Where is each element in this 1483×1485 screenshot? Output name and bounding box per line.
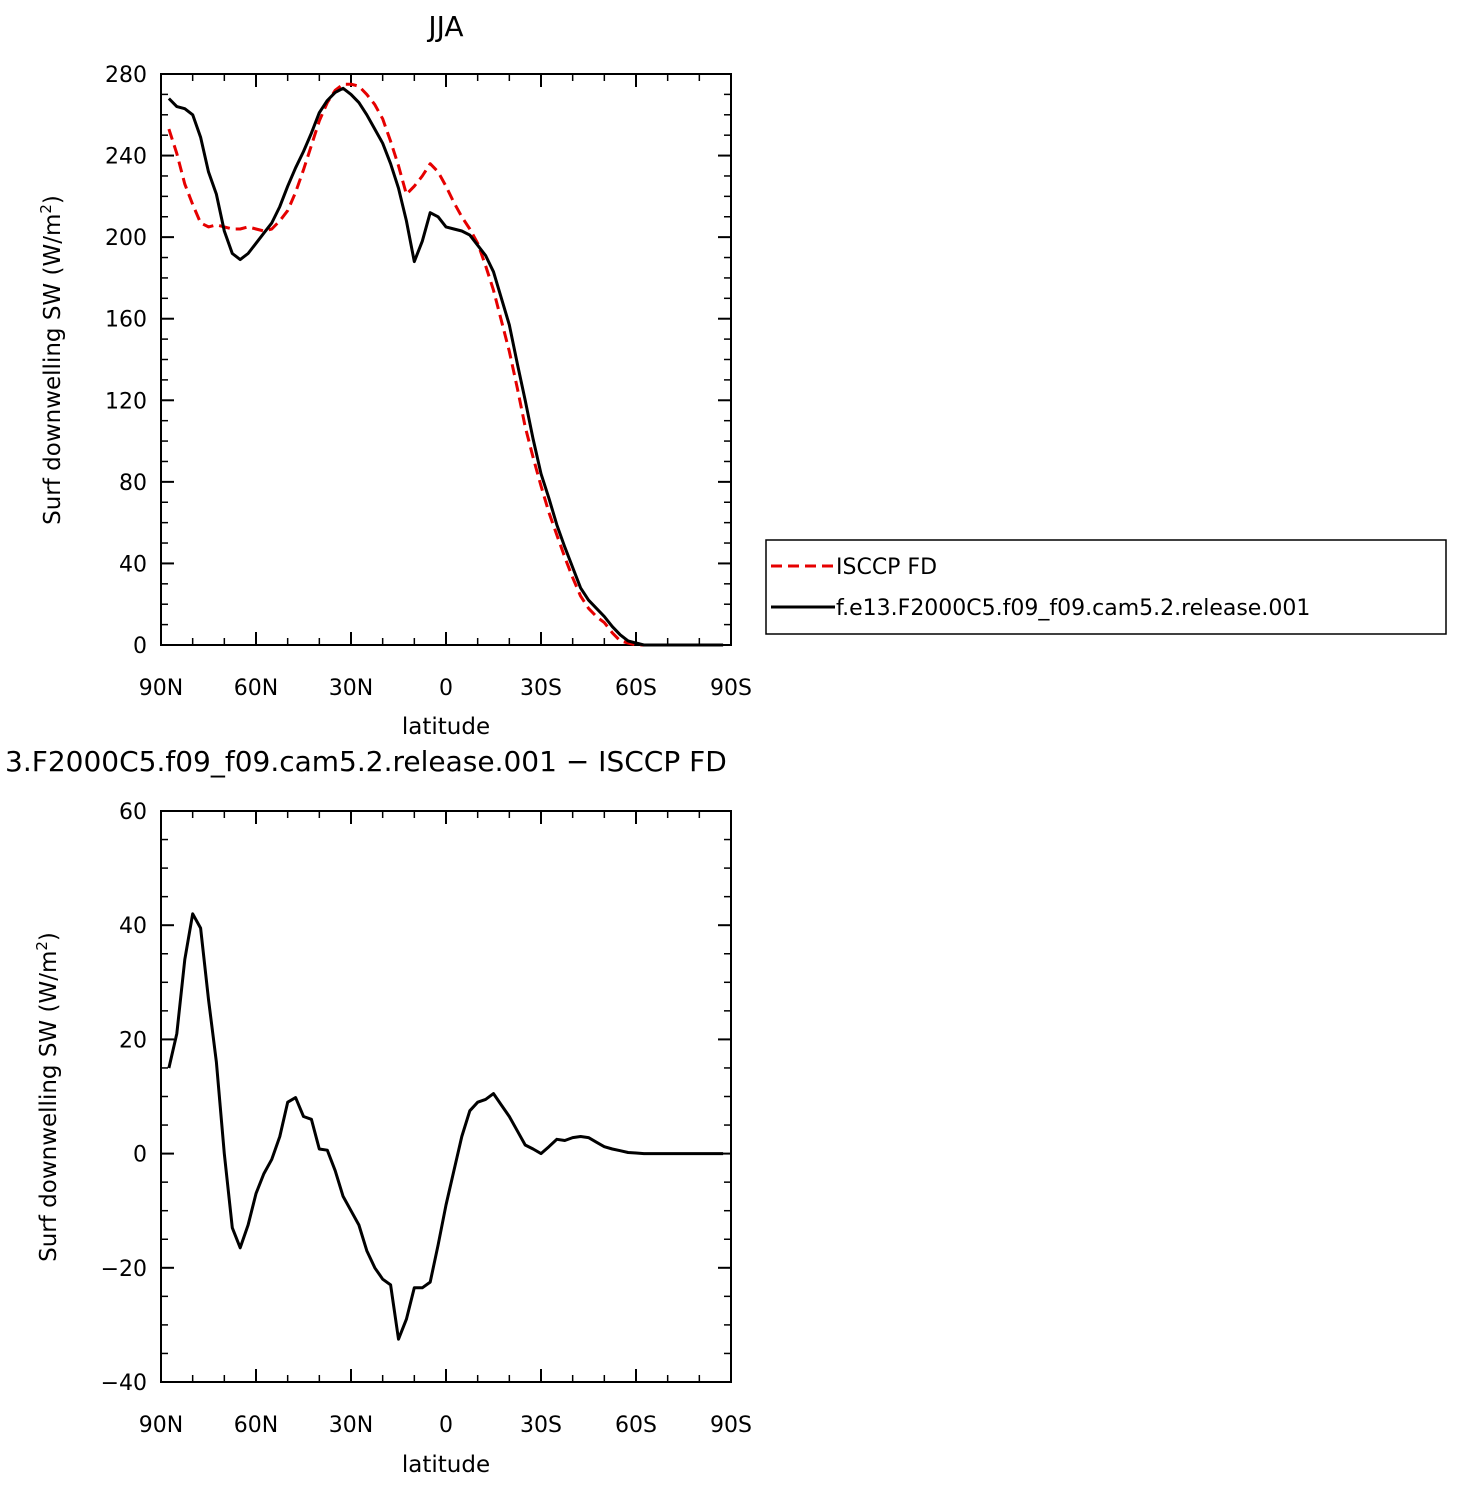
- top-x-tick-label: 0: [439, 676, 453, 701]
- top-x-tick-label: 60N: [234, 676, 278, 701]
- bottom-y-tick-label: 40: [119, 914, 147, 939]
- top-x-tick-label: 30N: [329, 676, 373, 701]
- bottom-x-axis-title: latitude: [402, 1452, 490, 1478]
- bottom-y-axis-title-main: Surf downwelling SW (W/m: [36, 951, 62, 1262]
- bottom-x-tick-label: 60N: [234, 1413, 278, 1438]
- bottom-y-axis-title: Surf downwelling SW (W/m2): [33, 932, 62, 1262]
- top-x-tick-label: 60S: [615, 676, 657, 701]
- top-chart-title: JJA: [426, 10, 463, 43]
- top-x-tick-label: 30S: [520, 676, 562, 701]
- top-plot-frame: [160, 73, 732, 646]
- bottom-y-tick-label: −40: [101, 1371, 147, 1396]
- top-axis-ticks: [160, 73, 732, 646]
- bottom-y-tick-labels: −40 −20 0 20 40 60: [101, 800, 147, 1396]
- top-series-line-0: [167, 82, 724, 647]
- top-y-tick-labels: 0 40 80 120 160 200 240 280: [105, 63, 147, 659]
- bottom-x-tick-label: 60S: [615, 1413, 657, 1438]
- top-y-axis-title-close: ): [40, 195, 66, 204]
- bottom-y-tick-label: 20: [119, 1028, 147, 1053]
- bottom-x-tick-label: 30N: [329, 1413, 373, 1438]
- top-x-tick-label: 90S: [710, 676, 752, 701]
- top-series-line-1: [167, 86, 724, 647]
- top-y-tick-label: 40: [119, 552, 147, 577]
- bottom-series-line-0: [167, 912, 724, 1341]
- bottom-chart-title: 3.F2000C5.f09_f09.cam5.2.release.001 − I…: [5, 745, 727, 778]
- legend-label-model: f.e13.F2000C5.f09_f09.cam5.2.release.001: [836, 596, 1310, 621]
- bottom-y-tick-label: 0: [133, 1143, 147, 1168]
- top-x-axis-title: latitude: [402, 714, 490, 740]
- bottom-y-axis-title-sup: 2: [33, 941, 51, 951]
- top-y-tick-label: 280: [105, 63, 147, 88]
- bottom-axis-ticks: [160, 810, 732, 1383]
- bottom-x-tick-label: 0: [439, 1413, 453, 1438]
- top-y-tick-label: 200: [105, 226, 147, 251]
- top-y-axis-title: Surf downwelling SW (W/m2): [37, 195, 66, 525]
- bottom-x-tick-label: 30S: [520, 1413, 562, 1438]
- bottom-plot-frame: [160, 810, 732, 1383]
- top-series-group: [167, 82, 724, 647]
- legend-box: [765, 539, 1447, 635]
- bottom-y-tick-label: 60: [119, 800, 147, 825]
- top-y-axis-title-sup: 2: [37, 204, 55, 214]
- bottom-y-axis-title-close: ): [36, 932, 62, 941]
- top-y-tick-label: 240: [105, 145, 147, 170]
- bottom-x-tick-label: 90S: [710, 1413, 752, 1438]
- top-y-tick-label: 80: [119, 471, 147, 496]
- top-y-tick-label: 120: [105, 389, 147, 414]
- top-x-tick-label: 90N: [139, 676, 183, 701]
- legend: ISCCP FD f.e13.F2000C5.f09_f09.cam5.2.re…: [765, 539, 1447, 635]
- bottom-x-tick-label: 90N: [139, 1413, 183, 1438]
- bottom-y-tick-label: −20: [101, 1257, 147, 1282]
- top-y-tick-label: 0: [133, 634, 147, 659]
- top-panel: JJA 90N 60N 30N 0 30S 60S 90S 0 40 80 120 160 200 24…: [37, 10, 752, 740]
- legend-label-isccp: ISCCP FD: [836, 555, 937, 580]
- bottom-panel: 3.F2000C5.f09_f09.cam5.2.release.001 − I…: [5, 745, 752, 1478]
- bottom-series-group: [167, 912, 724, 1341]
- top-y-axis-title-main: Surf downwelling SW (W/m: [40, 214, 66, 525]
- top-y-tick-label: 160: [105, 308, 147, 333]
- top-x-tick-labels: 90N 60N 30N 0 30S 60S 90S: [139, 676, 752, 701]
- bottom-x-tick-labels: 90N 60N 30N 0 30S 60S 90S: [139, 1413, 752, 1438]
